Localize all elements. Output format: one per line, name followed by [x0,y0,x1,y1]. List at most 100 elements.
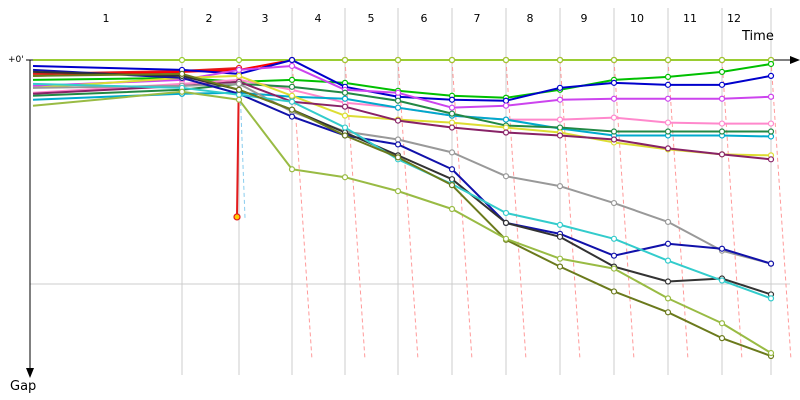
series-point [341,174,349,181]
series-point [610,128,618,135]
series-point [556,132,564,139]
series-point [767,120,775,127]
lap-label: 12 [727,12,741,25]
series-point [341,112,349,119]
series-point [341,56,349,64]
series-point [664,295,672,302]
series-point [235,56,243,64]
series-point [448,119,456,126]
y-axis-arrow-icon [26,368,34,378]
series-point [610,199,618,207]
series-point [556,255,564,262]
series-point [288,166,296,173]
series-point [394,117,402,124]
lap-marker-dash [505,59,527,361]
lap-label: 3 [262,12,269,25]
series-point [502,235,510,242]
series-point [718,335,726,342]
lap-label: 8 [527,12,534,25]
series-point [288,92,296,99]
series-point [718,95,726,102]
series-point [718,245,726,252]
series-point [610,252,618,259]
series-point [288,62,296,70]
y-axis-title: Gap [10,379,36,394]
series-point [394,104,402,111]
lap-marker-dash [397,59,419,361]
series-point [502,209,510,217]
series-point [502,129,510,136]
series-point [502,56,510,64]
series-point [610,136,618,143]
series-point [767,60,775,68]
lap-marker-dash [291,59,313,361]
lap-label: 10 [630,12,644,25]
lap-label: 4 [315,12,322,25]
series-point [288,83,296,90]
series-point [235,66,243,74]
series-point [178,56,186,64]
series-point [556,263,564,270]
lap-gridlines [30,8,790,375]
series-point [235,91,243,98]
series-point [502,102,510,109]
series-point [556,96,564,103]
series-point [394,89,402,96]
series-point [664,145,672,152]
series-point [502,219,510,227]
series-point [664,309,672,316]
series-point [664,278,672,285]
series-point [767,349,775,357]
series-point [767,133,775,140]
series-point [394,141,402,148]
series-point [288,106,296,113]
lap-label: 5 [368,12,375,25]
series-point [610,288,618,295]
lap-label: 9 [581,12,588,25]
series-point [448,182,456,189]
series-point [556,124,564,131]
series-point [288,56,296,64]
lap-marker-dash [344,59,366,361]
series-point [178,70,186,78]
series-point [718,120,726,127]
series-point [288,76,296,83]
series-point [235,96,243,103]
zero-label: +0' [8,55,24,65]
series-point [767,93,775,100]
axes: +0' Time Gap [8,29,800,394]
series-point [718,128,726,135]
lap-label: 6 [421,12,428,25]
series-point [664,81,672,88]
series-point [556,221,564,228]
series-point [341,95,349,102]
lap-marker-dash [667,59,689,361]
series-point [664,240,672,247]
lap-marker-dash [770,59,792,361]
series-line [32,70,772,296]
series-point [556,116,564,123]
series-point [235,86,243,93]
series-point [341,89,349,96]
series-point [288,98,296,105]
series-point [448,124,456,131]
series-point [664,73,672,80]
series-points [178,56,775,360]
series-point [448,149,456,156]
series-point [610,235,618,242]
series-point [394,136,402,143]
series-line [32,66,240,217]
series-point [767,295,775,302]
lap-marker-dash [613,59,635,361]
series-point [718,81,726,88]
series-point [502,116,510,123]
series-point [288,113,296,120]
series-point [394,188,402,195]
series-point [664,128,672,135]
series-point [233,213,241,221]
series-point [610,56,618,64]
x-axis-arrow-icon [790,56,800,64]
series-point [664,95,672,102]
series-point [341,103,349,110]
